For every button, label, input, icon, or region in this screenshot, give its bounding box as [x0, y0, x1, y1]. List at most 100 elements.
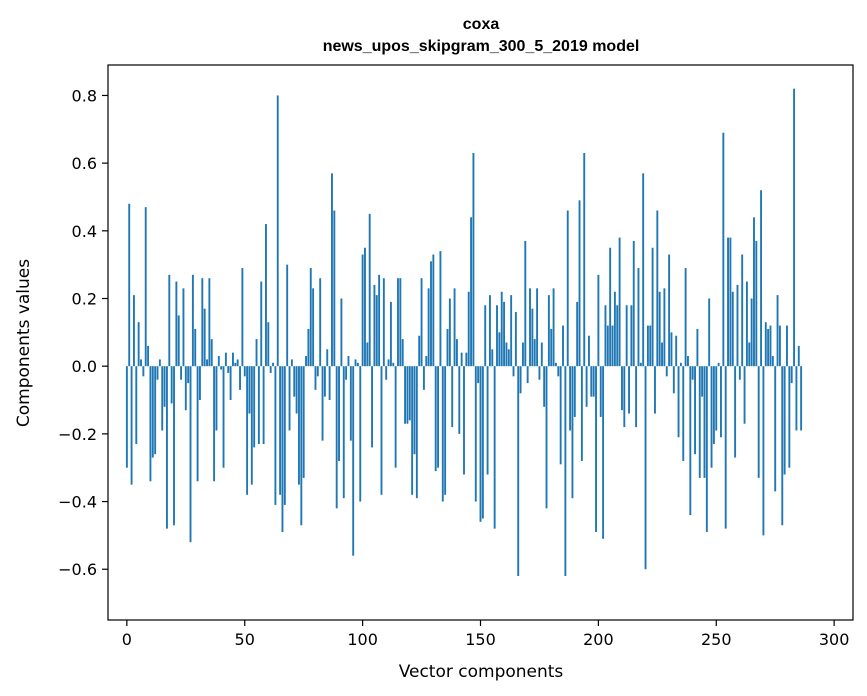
bar-243 — [698, 366, 701, 478]
bar-20 — [173, 366, 175, 526]
bar-46 — [234, 362, 237, 367]
bar-90 — [338, 366, 340, 461]
chart-subtitle: news_upos_skipgram_300_5_2019 model — [323, 38, 640, 55]
bar-49 — [241, 268, 244, 367]
bar-1 — [128, 203, 131, 367]
bar-124 — [418, 335, 421, 367]
bar-0 — [125, 366, 128, 468]
bar-127 — [425, 356, 428, 367]
bar-155 — [491, 349, 494, 367]
bar-58 — [262, 366, 265, 445]
x-tick-label: 50 — [235, 630, 255, 649]
bar-231 — [670, 332, 673, 367]
bar-235 — [679, 362, 682, 367]
bar-268 — [757, 366, 760, 478]
bar-52 — [248, 366, 251, 414]
bar-210 — [621, 366, 623, 411]
bar-234 — [677, 366, 680, 438]
bar-141 — [458, 366, 461, 434]
bar-173 — [533, 339, 536, 367]
bar-97 — [354, 359, 357, 367]
bar-32 — [201, 278, 204, 367]
bar-262 — [743, 366, 746, 424]
bar-199 — [595, 366, 597, 533]
bar-281 — [788, 366, 791, 468]
bar-168 — [521, 342, 524, 367]
bar-91 — [340, 298, 343, 367]
bar-269 — [760, 190, 762, 367]
bar-236 — [682, 366, 685, 461]
bar-274 — [771, 356, 774, 367]
bar-75 — [302, 366, 305, 478]
bar-51 — [246, 366, 249, 495]
bar-62 — [272, 362, 274, 367]
bar-233 — [675, 335, 678, 367]
bar-140 — [455, 339, 458, 367]
bar-241 — [694, 366, 696, 455]
bar-256 — [729, 237, 732, 367]
bar-108 — [380, 366, 383, 495]
bar-121 — [411, 366, 414, 495]
bar-64 — [276, 95, 279, 367]
bar-190 — [573, 366, 576, 417]
bar-195 — [585, 366, 588, 407]
bar-31 — [199, 366, 201, 401]
bar-43 — [227, 366, 230, 373]
bar-257 — [731, 291, 734, 367]
bar-238 — [687, 356, 689, 367]
bar-69 — [288, 366, 291, 431]
bar-183 — [557, 366, 560, 377]
bar-68 — [286, 264, 289, 367]
bar-95 — [349, 366, 352, 441]
bar-23 — [180, 366, 183, 380]
bar-272 — [767, 328, 770, 367]
bar-252 — [720, 366, 722, 438]
bar-219 — [642, 173, 645, 367]
bar-275 — [774, 366, 777, 492]
bar-278 — [781, 366, 784, 526]
bar-276 — [776, 295, 779, 367]
bar-3 — [132, 295, 135, 367]
bar-110 — [385, 366, 388, 380]
bar-283 — [793, 88, 796, 367]
bar-63 — [274, 366, 277, 505]
bar-223 — [651, 247, 654, 367]
bar-119 — [406, 366, 409, 424]
bar-184 — [559, 366, 562, 465]
bar-84 — [323, 366, 326, 397]
bar-171 — [529, 288, 531, 367]
bar-25 — [184, 366, 187, 411]
bar-263 — [745, 281, 748, 367]
bar-167 — [519, 366, 522, 394]
bar-253 — [722, 132, 725, 367]
bar-220 — [644, 366, 647, 570]
bar-271 — [764, 322, 767, 367]
y-axis-label: Components values — [14, 259, 34, 427]
bar-59 — [265, 224, 267, 367]
bar-28 — [191, 274, 194, 367]
bar-145 — [467, 291, 470, 367]
bar-161 — [505, 342, 508, 367]
bar-277 — [778, 325, 781, 367]
bar-132 — [437, 366, 440, 468]
bar-11 — [151, 366, 154, 458]
bar-111 — [387, 359, 390, 367]
bar-198 — [592, 366, 595, 397]
bar-53 — [250, 366, 253, 485]
bar-186 — [564, 366, 567, 577]
bar-24 — [182, 288, 185, 367]
bar-2 — [130, 366, 133, 485]
bar-8 — [144, 207, 147, 367]
bar-193 — [580, 366, 583, 461]
bar-128 — [427, 288, 430, 367]
bar-109 — [382, 278, 385, 367]
bar-98 — [356, 362, 359, 367]
y-tick-label: 0.2 — [72, 290, 97, 309]
bar-250 — [715, 366, 718, 431]
bar-61 — [269, 366, 272, 373]
bar-79 — [312, 288, 315, 367]
bar-34 — [206, 359, 208, 367]
bar-35 — [208, 278, 211, 367]
bar-259 — [736, 284, 739, 367]
x-tick-label: 300 — [819, 630, 850, 649]
